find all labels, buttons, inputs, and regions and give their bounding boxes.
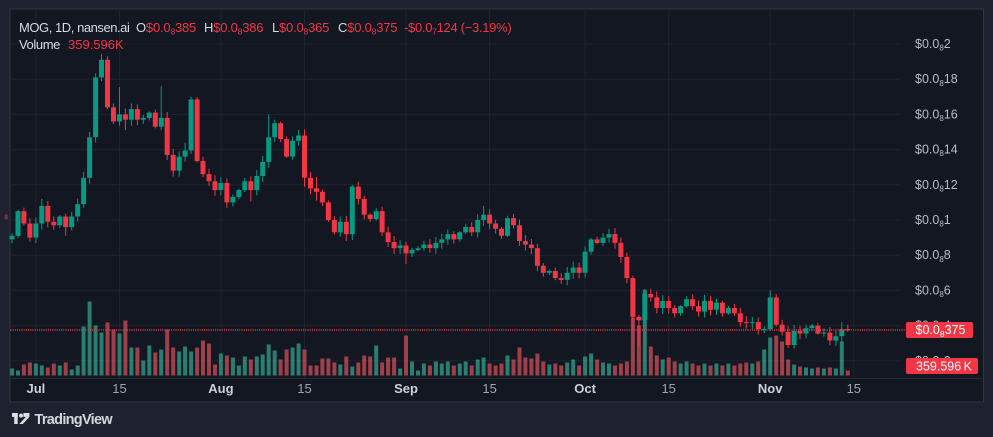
svg-text:Volume: Volume [19,37,60,52]
svg-text:$0.0818: $0.0818 [915,72,958,88]
svg-text:Aug: Aug [208,381,233,396]
svg-text:$0.0816: $0.0816 [915,107,958,123]
svg-text:MOG, 1D, nansen.ai: MOG, 1D, nansen.ai [19,20,130,35]
svg-text:$0.081: $0.081 [915,213,951,229]
svg-text:$0.086: $0.086 [915,283,951,299]
svg-text:359.596 K: 359.596 K [916,359,973,373]
svg-text:-$0.07124 (−3.19%): -$0.07124 (−3.19%) [404,20,511,37]
svg-text:Nov: Nov [758,381,783,396]
svg-text:Sep: Sep [394,381,418,396]
svg-text:C$0.08375: C$0.08375 [338,20,397,37]
svg-text:$0.088: $0.088 [915,248,951,264]
svg-text:15: 15 [482,381,496,396]
svg-text:15: 15 [847,381,861,396]
svg-text:$0.0812: $0.0812 [915,178,958,194]
svg-text:15: 15 [297,381,311,396]
svg-text:$0.08375: $0.08375 [916,323,966,339]
svg-text:$0.0814: $0.0814 [915,143,958,159]
svg-text:H$0.08386: H$0.08386 [204,20,263,37]
svg-text:Jul: Jul [27,381,46,396]
svg-text:L$0.08365: L$0.08365 [272,20,329,37]
svg-text:TradingView: TradingView [35,412,114,428]
svg-text:15: 15 [112,381,126,396]
svg-text:15: 15 [661,381,675,396]
svg-text:O$0.08385: O$0.08385 [136,20,196,37]
svg-text:Oct: Oct [574,381,596,396]
svg-text:$0.082: $0.082 [915,37,951,53]
svg-text:359.596K: 359.596K [68,37,124,52]
